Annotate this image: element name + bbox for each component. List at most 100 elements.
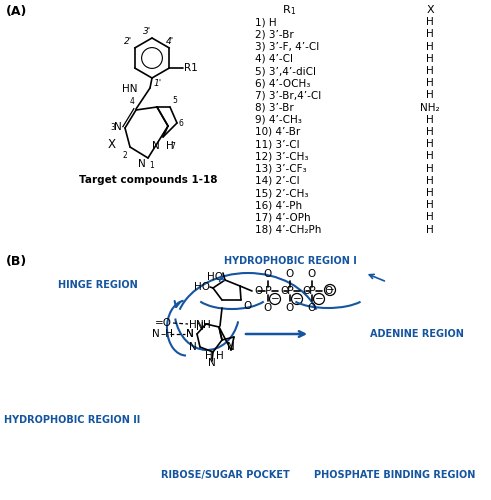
Text: 11) 3’-Cl: 11) 3’-Cl <box>255 139 300 149</box>
Text: 16) 4’-Ph: 16) 4’-Ph <box>255 200 302 210</box>
Text: N: N <box>152 141 160 151</box>
Text: H: H <box>189 320 197 330</box>
Text: 1': 1' <box>154 79 162 88</box>
Text: N: N <box>189 342 197 352</box>
Text: P: P <box>287 286 294 296</box>
Text: 3': 3' <box>143 27 151 36</box>
Text: 1: 1 <box>290 6 295 16</box>
Text: HINGE REGION: HINGE REGION <box>58 280 138 290</box>
Text: H: H <box>166 141 174 151</box>
Text: H: H <box>426 127 434 137</box>
Text: N: N <box>196 322 204 332</box>
Text: ADENINE REGION: ADENINE REGION <box>370 329 464 339</box>
Text: 12) 3’-CH₃: 12) 3’-CH₃ <box>255 152 308 162</box>
Text: O: O <box>254 286 262 296</box>
Text: R: R <box>283 5 291 15</box>
Text: 2: 2 <box>122 151 127 160</box>
Text: HYDROPHOBIC REGION II: HYDROPHOBIC REGION II <box>4 415 140 425</box>
Text: 3: 3 <box>110 122 115 132</box>
Text: 4': 4' <box>166 37 174 46</box>
Text: 17) 4’-OPh: 17) 4’-OPh <box>255 212 311 222</box>
Text: HYDROPHOBIC REGION I: HYDROPHOBIC REGION I <box>223 256 356 266</box>
Text: O: O <box>243 301 251 311</box>
Text: H: H <box>426 152 434 162</box>
Text: N: N <box>208 358 216 368</box>
Text: 4) 4’-Cl: 4) 4’-Cl <box>255 54 293 64</box>
Text: −: − <box>293 294 301 304</box>
Text: 3) 3’-F, 4’-Cl: 3) 3’-F, 4’-Cl <box>255 42 319 51</box>
Text: 9) 4’-CH₃: 9) 4’-CH₃ <box>255 115 302 125</box>
Text: −: − <box>271 294 279 304</box>
Text: O: O <box>302 286 310 296</box>
Text: P: P <box>309 286 315 296</box>
Text: HN: HN <box>122 84 138 94</box>
Text: H: H <box>426 200 434 210</box>
Text: Target compounds 1-18: Target compounds 1-18 <box>79 175 217 185</box>
Text: RIBOSE/SUGAR POCKET: RIBOSE/SUGAR POCKET <box>161 470 289 480</box>
Text: N: N <box>138 159 146 169</box>
Text: HO: HO <box>194 282 210 292</box>
Text: P: P <box>265 286 272 296</box>
Text: R1: R1 <box>184 63 198 73</box>
Text: H: H <box>426 212 434 222</box>
Text: 15) 2’-CH₃: 15) 2’-CH₃ <box>255 188 308 198</box>
Text: H: H <box>216 351 224 361</box>
Text: H: H <box>205 351 213 361</box>
Text: O: O <box>264 269 272 279</box>
Text: H: H <box>426 90 434 101</box>
Text: 4: 4 <box>130 97 135 106</box>
Text: 2) 3’-Br: 2) 3’-Br <box>255 30 294 40</box>
Text: 6: 6 <box>179 118 184 128</box>
Text: 6) 4’-OCH₃: 6) 4’-OCH₃ <box>255 78 310 88</box>
Text: 5: 5 <box>172 96 177 105</box>
Text: H: H <box>426 164 434 173</box>
Text: N: N <box>152 329 160 339</box>
Text: O: O <box>286 269 294 279</box>
Text: 7: 7 <box>170 142 175 151</box>
Text: HO: HO <box>207 272 223 282</box>
Text: H: H <box>426 115 434 125</box>
Text: 7) 3’-Br,4’-Cl: 7) 3’-Br,4’-Cl <box>255 90 321 101</box>
Text: −: − <box>326 285 334 295</box>
Text: N: N <box>114 122 122 132</box>
Text: O: O <box>286 303 294 313</box>
Text: H: H <box>426 188 434 198</box>
Text: 14) 2’-Cl: 14) 2’-Cl <box>255 176 300 186</box>
Text: 2': 2' <box>124 37 133 46</box>
Text: X: X <box>108 138 116 150</box>
Text: −: − <box>315 294 324 304</box>
Text: PHOSPHATE BINDING REGION: PHOSPHATE BINDING REGION <box>314 470 476 480</box>
Text: 8) 3’-Br: 8) 3’-Br <box>255 102 294 113</box>
Text: (A): (A) <box>6 5 27 18</box>
Text: O: O <box>308 303 316 313</box>
Text: N: N <box>227 342 235 352</box>
Text: 13) 3’-CF₃: 13) 3’-CF₃ <box>255 164 306 173</box>
Text: –H: –H <box>161 329 174 339</box>
Text: H: H <box>426 42 434 51</box>
Text: 5) 3’,4’-diCl: 5) 3’,4’-diCl <box>255 66 316 76</box>
Text: (B): (B) <box>6 255 27 268</box>
Text: N: N <box>186 329 194 339</box>
Text: H: H <box>426 17 434 27</box>
Text: N: N <box>196 320 204 330</box>
Text: =O: =O <box>155 318 172 328</box>
Text: H: H <box>426 176 434 186</box>
Text: O: O <box>308 269 316 279</box>
Text: H: H <box>426 224 434 234</box>
Text: 1) H: 1) H <box>255 17 276 27</box>
Text: 1: 1 <box>149 161 154 170</box>
Text: X: X <box>426 5 434 15</box>
Text: H: H <box>426 54 434 64</box>
Text: H: H <box>426 139 434 149</box>
Text: NH₂: NH₂ <box>420 102 440 113</box>
Text: N: N <box>186 329 194 339</box>
Text: H: H <box>426 30 434 40</box>
Text: 18) 4’-CH₂Ph: 18) 4’-CH₂Ph <box>255 224 322 234</box>
Text: O: O <box>324 286 332 296</box>
Text: O: O <box>280 286 288 296</box>
Text: H: H <box>203 320 211 330</box>
Text: O: O <box>264 303 272 313</box>
Text: 10) 4’-Br: 10) 4’-Br <box>255 127 300 137</box>
Text: H: H <box>426 78 434 88</box>
Text: H: H <box>426 66 434 76</box>
